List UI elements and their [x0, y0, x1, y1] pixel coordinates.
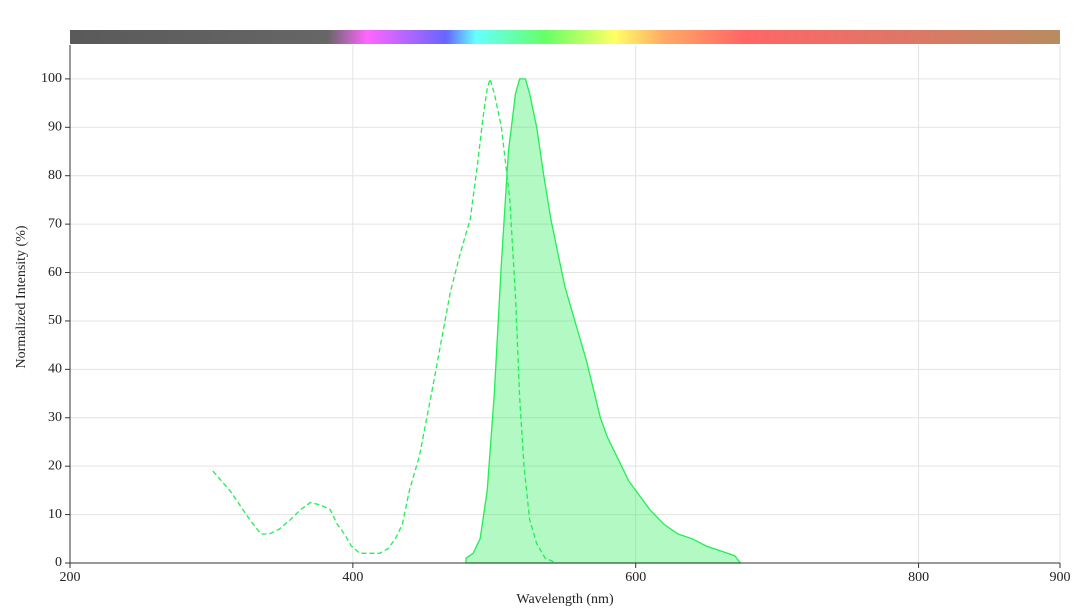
y-tick-label: 0 [55, 555, 62, 570]
x-tick-label: 800 [908, 570, 929, 585]
y-tick-label: 100 [41, 71, 62, 86]
x-tick-label: 900 [1050, 570, 1071, 585]
x-tick-label: 600 [625, 570, 646, 585]
y-tick-label: 40 [48, 362, 62, 377]
y-tick-label: 20 [48, 458, 62, 473]
y-axis-label: Normalized Intensity (%) [14, 225, 29, 368]
y-tick-label: 90 [48, 120, 62, 135]
x-axis-label: Wavelength (nm) [516, 592, 614, 607]
x-tick-label: 200 [60, 570, 81, 585]
y-tick-label: 70 [48, 216, 62, 231]
line [212, 76, 557, 564]
marks [212, 76, 742, 564]
y-tick-label: 50 [48, 313, 62, 328]
area [465, 78, 742, 564]
y-tick-label: 30 [48, 410, 62, 425]
y-tick-label: 60 [48, 265, 62, 280]
y-tick-label: 10 [48, 507, 62, 522]
spectrum-bar [70, 30, 1060, 44]
x-tick-label: 400 [342, 570, 363, 585]
y-tick-label: 80 [48, 168, 62, 183]
